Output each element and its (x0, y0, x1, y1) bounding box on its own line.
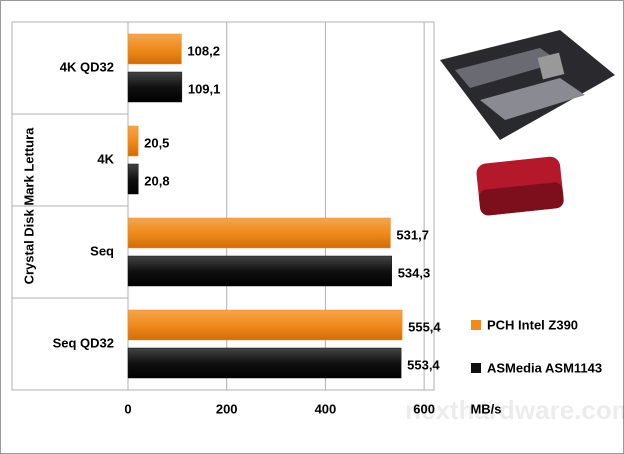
bar (127, 163, 139, 195)
bar (127, 255, 392, 287)
legend-label: ASMedia ASM1143 (487, 360, 602, 375)
bar (127, 347, 402, 379)
bar (127, 33, 182, 65)
motherboard-image (440, 30, 615, 140)
value-label: 109,1 (188, 81, 221, 96)
watermark: nexthardware.com (405, 395, 624, 425)
value-label: 108,2 (187, 43, 220, 58)
value-label: 531,7 (396, 227, 429, 242)
x-tick-label: 400 (315, 401, 337, 416)
y-tick-label: 4K (97, 151, 114, 166)
bar (127, 125, 139, 157)
y-tick-label: Seq QD32 (53, 335, 114, 350)
x-tick-label: 0 (124, 401, 131, 416)
value-label: 534,3 (398, 265, 431, 280)
x-tick-label: 600 (413, 401, 435, 416)
ssd-image (476, 156, 564, 216)
y-tick-label: Seq (90, 243, 114, 258)
legend-swatch (471, 363, 481, 373)
value-label: 555,4 (408, 319, 441, 334)
x-tick-label: 200 (216, 401, 238, 416)
bar (127, 71, 183, 103)
bar (127, 217, 391, 249)
y-tick-label: 4K QD32 (60, 59, 114, 74)
bar (127, 309, 403, 341)
value-label: 20,5 (144, 135, 169, 150)
value-label: 553,4 (407, 357, 440, 372)
legend-swatch (471, 320, 481, 330)
legend-label: PCH Intel Z390 (487, 317, 578, 332)
value-label: 20,8 (144, 173, 169, 188)
x-axis-label: MB/s (470, 401, 501, 416)
